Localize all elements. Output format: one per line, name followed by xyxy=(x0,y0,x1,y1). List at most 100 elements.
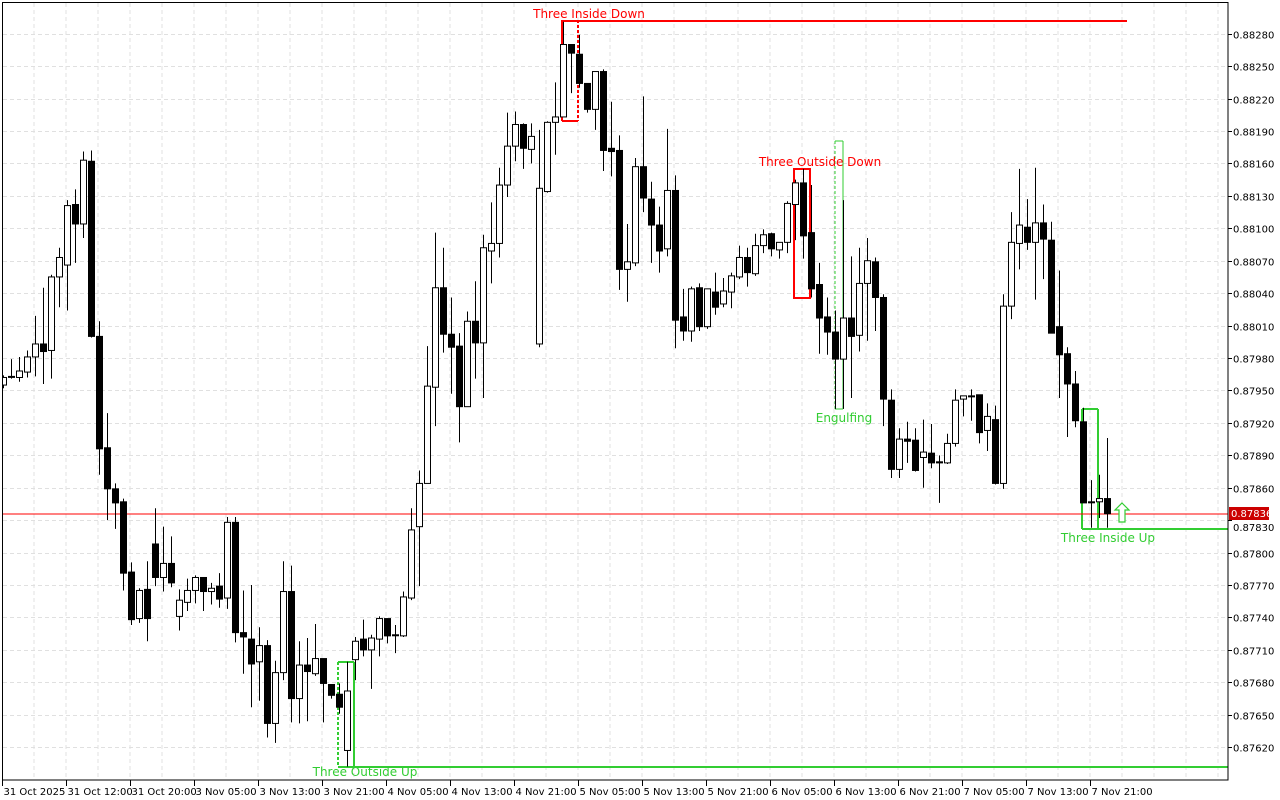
plot-frame xyxy=(2,2,1229,781)
x-tick-label: 7 Nov 05:00 xyxy=(964,787,1025,798)
x-tick-label: 3 Nov 13:00 xyxy=(260,787,321,798)
candle xyxy=(88,150,95,338)
y-tick-label: 0.88010 xyxy=(1233,323,1274,334)
candle xyxy=(1104,438,1111,528)
candle xyxy=(40,287,47,384)
candle-body-bullish xyxy=(776,241,783,251)
candle-body-bullish xyxy=(392,634,399,637)
y-tick-label: 0.87860 xyxy=(1233,485,1274,496)
candle-body-bullish xyxy=(688,288,695,332)
candle xyxy=(640,96,647,213)
candle-body-bullish xyxy=(224,521,231,599)
candle xyxy=(280,561,287,681)
x-tick-label: 3 Nov 05:00 xyxy=(196,787,257,798)
candle-body-bearish xyxy=(168,562,175,584)
x-tick-label: 5 Nov 05:00 xyxy=(580,787,641,798)
candle-body-bearish xyxy=(1072,383,1079,422)
candle-body-bearish xyxy=(72,204,79,225)
candle-body-bearish xyxy=(912,439,919,471)
candle xyxy=(464,311,471,408)
candle-body-bearish xyxy=(656,224,663,252)
pattern-annotations xyxy=(3,20,1228,768)
candle-body-bullish xyxy=(24,356,31,373)
candle xyxy=(160,526,167,592)
y-tick-label: 0.88040 xyxy=(1233,290,1274,301)
candle xyxy=(664,128,671,257)
x-tick-label: 6 Nov 21:00 xyxy=(900,787,961,798)
candle xyxy=(408,508,415,601)
candle-body-bullish xyxy=(376,618,383,640)
y-tick-label: 0.88190 xyxy=(1233,128,1274,139)
candle xyxy=(296,641,303,724)
candle-body-bearish xyxy=(712,291,719,308)
candle-body-bearish xyxy=(584,82,591,110)
candle-body-bearish xyxy=(120,501,127,574)
candle-body-bullish xyxy=(864,260,871,284)
candle xyxy=(232,516,239,643)
candle-body-bearish xyxy=(1056,326,1063,356)
candle xyxy=(224,516,231,609)
candle-body-bearish xyxy=(680,316,687,332)
x-tick-label: 31 Oct 20:00 xyxy=(132,787,197,798)
x-tick-label: 31 Oct 2025 xyxy=(4,787,66,798)
candle xyxy=(888,389,895,479)
three-inside-down-label: Three Inside Down xyxy=(532,7,645,21)
candle xyxy=(360,619,367,657)
candle-body-bearish xyxy=(360,638,367,651)
candle-body-bearish xyxy=(616,149,623,270)
candle-body-bearish xyxy=(1104,498,1111,515)
candle xyxy=(24,350,31,378)
candle-body-bullish xyxy=(8,375,15,378)
candle-body-bullish xyxy=(720,290,727,305)
candle-body-bullish xyxy=(896,438,903,470)
candle xyxy=(336,683,343,714)
candle-body-bullish xyxy=(1032,222,1039,243)
x-tick-label: 7 Nov 21:00 xyxy=(1092,787,1153,798)
up-arrow-icon xyxy=(1113,502,1131,523)
candle-body-bullish xyxy=(840,317,847,360)
candle xyxy=(920,419,927,488)
candle xyxy=(3,375,7,389)
candle-body-bullish xyxy=(704,288,711,328)
candle xyxy=(456,333,463,443)
candle-body-bearish xyxy=(824,316,831,333)
three-inside-up-label: Three Inside Up xyxy=(1060,531,1155,545)
candle xyxy=(168,536,175,588)
candle xyxy=(304,638,311,722)
candle xyxy=(968,389,975,421)
y-tick-label: 0.87950 xyxy=(1233,387,1274,398)
candle-body-bullish xyxy=(784,202,791,243)
candle xyxy=(480,234,487,399)
candle xyxy=(384,618,391,644)
candle xyxy=(832,310,839,409)
candle-body-bearish xyxy=(1064,353,1071,385)
candle-body-bearish xyxy=(936,461,943,464)
candle xyxy=(472,281,479,379)
candle xyxy=(616,135,623,290)
candle xyxy=(1096,474,1103,519)
candle-body-bullish xyxy=(560,44,567,118)
candle-body-bearish xyxy=(976,394,983,434)
candle-body-bearish xyxy=(880,296,887,400)
candle xyxy=(880,294,887,427)
candle xyxy=(400,591,407,637)
x-tick-label: 31 Oct 12:00 xyxy=(68,787,133,798)
candle xyxy=(1072,370,1079,428)
candle-body-bullish xyxy=(1096,498,1103,503)
candle-body-bullish xyxy=(416,482,423,528)
candle xyxy=(576,34,583,88)
candle-body-bearish xyxy=(440,287,447,335)
candle xyxy=(184,578,191,611)
candle-body-bullish xyxy=(632,166,639,264)
candle xyxy=(1048,221,1055,334)
candle xyxy=(80,151,87,239)
candle xyxy=(512,111,519,162)
candle xyxy=(144,561,151,642)
candle xyxy=(504,112,511,197)
candle-body-bullish xyxy=(792,182,799,206)
candle-body-bullish xyxy=(400,596,407,637)
candle xyxy=(312,623,319,676)
candle-body-bearish xyxy=(640,166,647,199)
candle-body-bearish xyxy=(608,147,615,153)
